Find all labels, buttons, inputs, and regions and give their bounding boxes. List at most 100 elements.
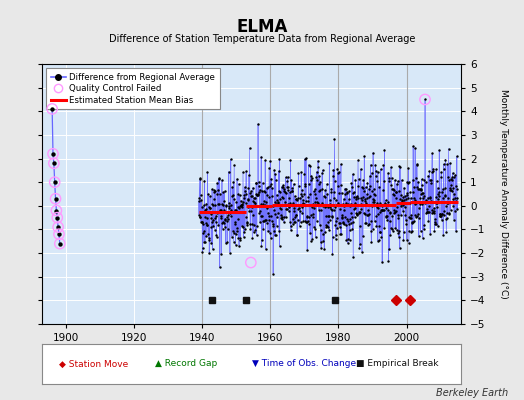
Point: [226, 209, 234, 216]
Point: [197, 218, 205, 225]
Point: [210, 189, 219, 195]
Point: [303, 218, 312, 224]
Point: [389, 228, 397, 234]
Point: [392, 208, 400, 214]
Point: [432, 194, 440, 200]
Point: [397, 201, 406, 208]
Point: [317, 245, 325, 251]
Point: [255, 178, 263, 185]
Point: [396, 196, 405, 202]
Point: [385, 175, 393, 181]
Point: [296, 202, 304, 208]
Point: [54, 224, 62, 230]
Point: [385, 178, 393, 185]
Point: [446, 187, 454, 193]
Point: [289, 200, 297, 206]
Point: [282, 206, 291, 212]
Point: [376, 229, 385, 235]
Point: [378, 207, 386, 214]
Point: [237, 202, 245, 209]
Point: [275, 228, 283, 234]
Point: [427, 180, 435, 186]
Point: [428, 150, 436, 156]
Point: [239, 234, 248, 240]
Point: [267, 176, 276, 182]
Point: [237, 203, 245, 210]
Point: [208, 218, 216, 225]
Point: [385, 209, 394, 215]
Point: [363, 179, 372, 186]
Point: [248, 221, 256, 227]
Point: [424, 203, 433, 210]
Point: [195, 176, 204, 182]
Point: [225, 168, 233, 175]
Point: [390, 210, 398, 216]
Point: [277, 215, 285, 221]
Point: [281, 199, 289, 205]
Point: [299, 199, 308, 206]
Point: [403, 195, 412, 201]
Point: [331, 178, 339, 184]
Point: [421, 200, 429, 206]
Point: [195, 214, 204, 220]
Point: [403, 178, 411, 185]
Point: [232, 231, 241, 238]
Point: [263, 192, 271, 198]
Point: [230, 238, 238, 245]
Point: [371, 162, 379, 168]
Point: [430, 208, 438, 214]
Point: [273, 197, 281, 204]
Point: [450, 191, 458, 198]
Point: [323, 181, 331, 188]
Point: [335, 169, 343, 176]
Point: [450, 216, 458, 223]
Point: [233, 215, 242, 222]
Point: [423, 208, 431, 215]
Point: [324, 213, 333, 220]
Point: [441, 156, 450, 163]
Point: [246, 225, 255, 232]
Point: [370, 186, 378, 192]
Point: [428, 169, 436, 176]
Point: [346, 203, 354, 209]
Point: [202, 221, 211, 228]
Point: [286, 199, 294, 206]
Point: [400, 184, 408, 191]
Point: [276, 205, 284, 211]
Point: [435, 147, 443, 153]
Point: [197, 197, 205, 203]
Point: [291, 219, 299, 225]
Point: [259, 218, 268, 224]
Point: [271, 232, 280, 238]
Point: [429, 210, 438, 216]
Point: [390, 209, 399, 216]
Point: [432, 220, 441, 227]
Point: [400, 229, 408, 235]
Point: [223, 214, 231, 220]
Point: [246, 192, 255, 199]
Point: [437, 169, 445, 175]
Point: [423, 206, 432, 212]
Point: [405, 214, 413, 220]
Point: [293, 232, 301, 239]
Point: [279, 195, 287, 201]
Point: [438, 217, 446, 223]
Point: [213, 191, 221, 198]
Point: [354, 195, 362, 202]
Point: [324, 224, 333, 230]
Legend: Difference from Regional Average, Quality Control Failed, Estimated Station Mean: Difference from Regional Average, Qualit…: [46, 68, 220, 109]
Point: [252, 195, 260, 202]
Point: [235, 203, 244, 209]
Point: [445, 210, 453, 217]
Point: [266, 183, 274, 190]
Point: [258, 188, 266, 194]
Point: [311, 225, 320, 232]
Point: [381, 202, 389, 208]
Point: [334, 170, 342, 176]
Point: [256, 219, 264, 226]
Point: [368, 225, 377, 232]
Point: [408, 177, 417, 183]
Point: [242, 191, 250, 198]
Point: [50, 160, 58, 166]
Point: [328, 213, 336, 219]
